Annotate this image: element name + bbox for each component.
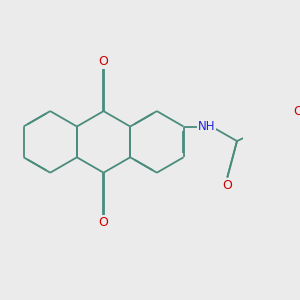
Text: O: O	[222, 179, 232, 192]
Text: O: O	[99, 216, 109, 229]
Text: NH: NH	[197, 120, 215, 133]
Text: O: O	[99, 55, 109, 68]
Text: O: O	[294, 105, 300, 119]
